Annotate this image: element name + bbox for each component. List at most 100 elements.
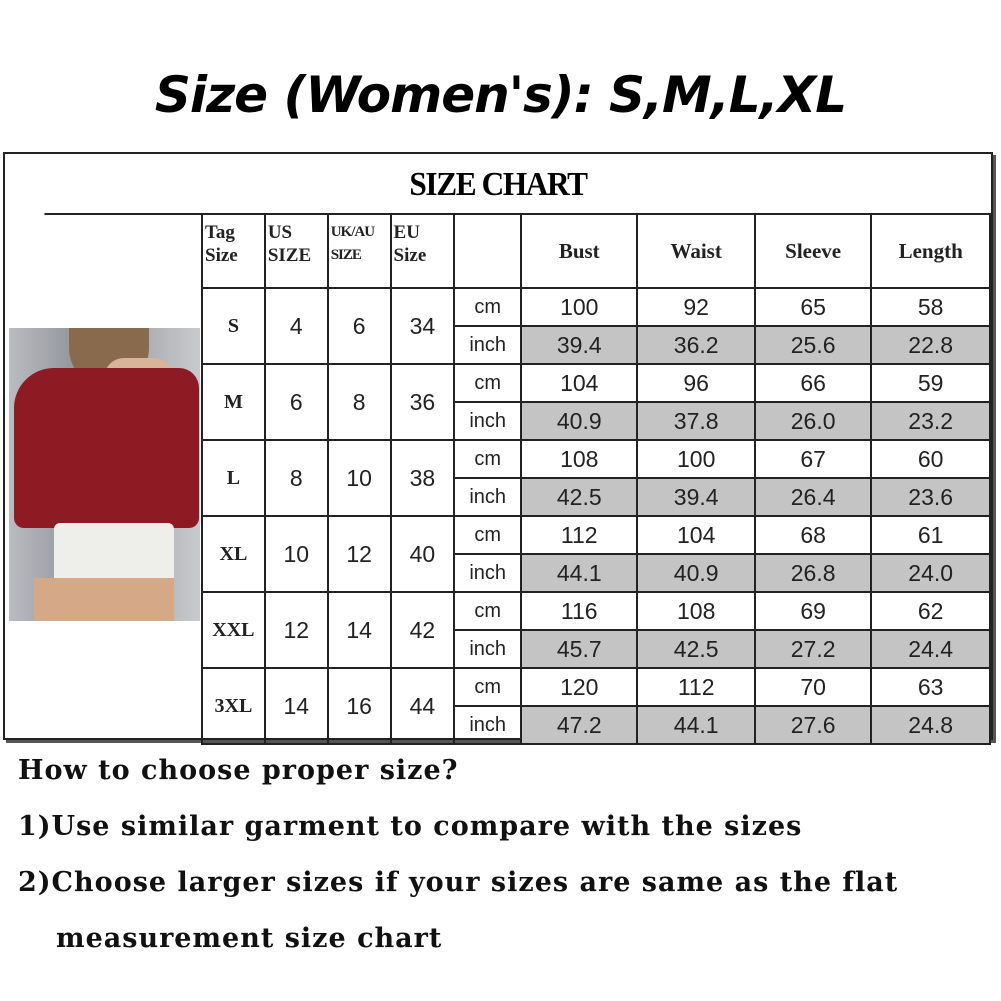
col-uk-size: UK/AU SIZE bbox=[326, 213, 392, 289]
sleeve-cm-cell: 68 bbox=[753, 515, 873, 555]
unit-cm: cm bbox=[453, 591, 523, 631]
sleeve-inch-cell: 27.6 bbox=[753, 705, 873, 745]
col-length: Length bbox=[870, 213, 991, 289]
col-bust: Bust bbox=[520, 213, 639, 289]
notes-tip-2-cont: measurement size chart bbox=[56, 923, 443, 954]
us-size-cell: 8 bbox=[263, 439, 329, 517]
us-size-cell: 14 bbox=[263, 667, 329, 745]
uk-size-cell: 6 bbox=[326, 287, 392, 365]
uk-size-cell: 12 bbox=[326, 515, 392, 593]
size-chart-heading: SIZE CHART bbox=[44, 154, 952, 215]
size-row-cm: XL 10 12 40 cm 112 104 68 61 bbox=[201, 515, 991, 593]
unit-inch: inch bbox=[453, 401, 523, 441]
eu-size-cell: 38 bbox=[389, 439, 456, 517]
tag-size-cell: S bbox=[201, 287, 266, 365]
size-table: Tag Size US SIZE UK/AU SIZE EU Size Bust Wai… bbox=[201, 213, 991, 745]
waist-inch-cell: 36.2 bbox=[636, 325, 756, 365]
bust-cm-cell: 108 bbox=[520, 439, 639, 479]
bust-inch-cell: 44.1 bbox=[520, 553, 639, 593]
waist-inch-cell: 37.8 bbox=[636, 401, 756, 441]
waist-inch-cell: 40.9 bbox=[636, 553, 756, 593]
bust-inch-cell: 40.9 bbox=[520, 401, 639, 441]
size-row-inch: inch 45.7 42.5 27.2 24.4 bbox=[202, 629, 991, 669]
eu-size-cell: 36 bbox=[389, 363, 456, 441]
sleeve-inch-cell: 27.2 bbox=[753, 629, 873, 669]
unit-cm: cm bbox=[453, 515, 523, 555]
page-title: Size (Women's): S,M,L,XL bbox=[154, 66, 847, 124]
bust-inch-cell: 42.5 bbox=[520, 477, 639, 517]
length-cm-cell: 59 bbox=[870, 363, 991, 403]
size-row-inch: inch 47.2 44.1 27.6 24.8 bbox=[202, 705, 991, 745]
unit-inch: inch bbox=[453, 477, 523, 517]
unit-cm: cm bbox=[453, 439, 523, 479]
notes-tip-1: 1)Use similar garment to compare with th… bbox=[18, 811, 803, 842]
sleeve-inch-cell: 26.8 bbox=[753, 553, 873, 593]
unit-cm: cm bbox=[453, 287, 523, 327]
header-row: Tag Size US SIZE UK/AU SIZE EU Size Bust Wai… bbox=[201, 213, 991, 289]
us-size-cell: 6 bbox=[263, 363, 329, 441]
length-inch-cell: 23.6 bbox=[870, 477, 991, 517]
unit-inch: inch bbox=[453, 629, 523, 669]
length-inch-cell: 24.0 bbox=[870, 553, 991, 593]
col-tag-size: Tag Size bbox=[201, 213, 266, 289]
size-chart: SIZE CHART Tag Size US SIZE UK/AU SIZE EU Si… bbox=[3, 152, 993, 745]
length-cm-cell: 62 bbox=[870, 591, 991, 631]
us-size-cell: 10 bbox=[263, 515, 329, 593]
size-row-inch: inch 39.4 36.2 25.6 22.8 bbox=[202, 325, 991, 365]
unit-inch: inch bbox=[453, 705, 523, 745]
sleeve-inch-cell: 26.0 bbox=[753, 401, 873, 441]
sleeve-cm-cell: 69 bbox=[753, 591, 873, 631]
size-row-inch: inch 42.5 39.4 26.4 23.6 bbox=[202, 477, 991, 517]
size-row-inch: inch 40.9 37.8 26.0 23.2 bbox=[202, 401, 991, 441]
notes-tip-2: 2)Choose larger sizes if your sizes are … bbox=[18, 867, 899, 898]
eu-size-cell: 42 bbox=[389, 591, 456, 669]
size-row-cm: 3XL 14 16 44 cm 120 112 70 63 bbox=[201, 667, 991, 745]
col-eu-size: EU Size bbox=[389, 213, 456, 289]
length-inch-cell: 24.8 bbox=[870, 705, 991, 745]
eu-size-cell: 34 bbox=[389, 287, 456, 365]
tag-size-cell: L bbox=[201, 439, 266, 517]
col-unit bbox=[453, 213, 523, 289]
us-size-cell: 4 bbox=[263, 287, 329, 365]
tag-size-cell: XXL bbox=[201, 591, 266, 669]
waist-inch-cell: 39.4 bbox=[636, 477, 756, 517]
bust-cm-cell: 104 bbox=[520, 363, 639, 403]
tag-size-cell: M bbox=[201, 363, 266, 441]
uk-size-cell: 16 bbox=[326, 667, 392, 745]
eu-size-cell: 40 bbox=[389, 515, 456, 593]
unit-cm: cm bbox=[453, 363, 523, 403]
sleeve-cm-cell: 70 bbox=[753, 667, 873, 707]
size-row-inch: inch 44.1 40.9 26.8 24.0 bbox=[202, 553, 991, 593]
sleeve-inch-cell: 25.6 bbox=[753, 325, 873, 365]
waist-cm-cell: 92 bbox=[636, 287, 756, 327]
length-cm-cell: 58 bbox=[870, 287, 991, 327]
bust-cm-cell: 112 bbox=[520, 515, 639, 555]
col-sleeve: Sleeve bbox=[753, 213, 873, 289]
uk-size-cell: 14 bbox=[326, 591, 392, 669]
uk-size-cell: 8 bbox=[326, 363, 392, 441]
waist-cm-cell: 96 bbox=[636, 363, 756, 403]
length-cm-cell: 60 bbox=[870, 439, 991, 479]
length-cm-cell: 63 bbox=[870, 667, 991, 707]
size-row-cm: XXL 12 14 42 cm 116 108 69 62 bbox=[201, 591, 991, 669]
waist-inch-cell: 42.5 bbox=[636, 629, 756, 669]
length-cm-cell: 61 bbox=[870, 515, 991, 555]
bust-inch-cell: 45.7 bbox=[520, 629, 639, 669]
length-inch-cell: 22.8 bbox=[870, 325, 991, 365]
sleeve-cm-cell: 67 bbox=[753, 439, 873, 479]
bust-cm-cell: 100 bbox=[520, 287, 639, 327]
tag-size-cell: XL bbox=[201, 515, 266, 593]
length-inch-cell: 23.2 bbox=[870, 401, 991, 441]
bust-inch-cell: 47.2 bbox=[520, 705, 639, 745]
model-photo bbox=[9, 328, 200, 621]
unit-inch: inch bbox=[453, 553, 523, 593]
col-waist: Waist bbox=[636, 213, 756, 289]
size-row-cm: M 6 8 36 cm 104 96 66 59 bbox=[201, 363, 991, 441]
unit-cm: cm bbox=[453, 667, 523, 707]
uk-size-cell: 10 bbox=[326, 439, 392, 517]
bust-cm-cell: 116 bbox=[520, 591, 639, 631]
waist-cm-cell: 108 bbox=[636, 591, 756, 631]
waist-cm-cell: 100 bbox=[636, 439, 756, 479]
waist-cm-cell: 104 bbox=[636, 515, 756, 555]
us-size-cell: 12 bbox=[263, 591, 329, 669]
